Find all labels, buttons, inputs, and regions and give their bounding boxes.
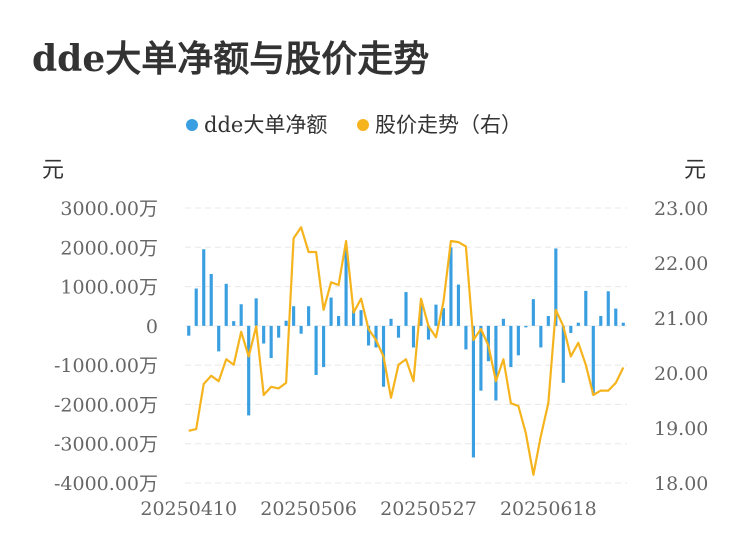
- left-axis-tick-label: -4000.00万: [54, 473, 158, 495]
- bar: [359, 310, 363, 326]
- left-axis-tick-label: -3000.00万: [54, 434, 158, 456]
- bar: [396, 325, 401, 338]
- right-axis-unit: 元: [684, 158, 706, 183]
- bar: [247, 325, 251, 416]
- bar: [337, 316, 341, 326]
- right-axis-tick-label: 22.00: [654, 253, 708, 275]
- bar: [449, 247, 453, 326]
- bar: [426, 325, 431, 340]
- bar: [614, 308, 618, 326]
- bar: [539, 325, 543, 348]
- bar: [322, 325, 326, 368]
- bar: [419, 303, 423, 326]
- bar-series: [187, 247, 625, 458]
- bar: [569, 325, 573, 333]
- bar: [329, 297, 333, 326]
- x-axis-tick-label: 20250410: [140, 498, 237, 520]
- bar: [599, 316, 603, 326]
- left-axis-unit: 元: [42, 158, 64, 183]
- bar: [576, 322, 580, 326]
- legend[interactable]: dde大单净额 股价走势（右）: [186, 113, 522, 137]
- bar: [224, 283, 228, 326]
- price-line: [188, 226, 625, 476]
- bar: [434, 304, 438, 326]
- bar: [314, 325, 318, 375]
- bar: [404, 292, 408, 326]
- bar: [217, 325, 221, 352]
- bar: [366, 325, 371, 346]
- legend-marker-dde: [186, 119, 198, 131]
- x-axis-tick-label: 20250527: [380, 498, 477, 520]
- bar: [554, 248, 558, 326]
- line-series: [188, 226, 625, 476]
- bar: [464, 325, 468, 350]
- bar: [479, 325, 483, 391]
- left-axis-tick-label: 0: [146, 316, 158, 338]
- bar: [591, 325, 595, 395]
- bar: [374, 325, 378, 348]
- bar: [516, 325, 520, 356]
- bar: [411, 325, 416, 348]
- bar: [389, 318, 393, 326]
- bar: [269, 325, 273, 359]
- left-axis-tick-label: -2000.00万: [54, 394, 158, 416]
- bar: [239, 304, 243, 326]
- bar: [471, 325, 475, 458]
- bar: [584, 290, 588, 326]
- x-axis-tick-label: 20250618: [500, 498, 597, 520]
- x-axis-tick-label: 20250506: [260, 498, 357, 520]
- right-axis-tick-label: 20.00: [654, 363, 708, 385]
- bar: [456, 284, 461, 326]
- left-axis-tick-label: 2000.00万: [60, 237, 158, 259]
- left-axis-tick-label: 1000.00万: [60, 277, 158, 299]
- bar: [494, 325, 498, 401]
- legend-label-dde: dde大单净额: [204, 113, 327, 137]
- left-axis-tick-label: -1000.00万: [54, 355, 158, 377]
- legend-marker-price: [357, 119, 369, 131]
- right-axis-tick-label: 21.00: [654, 308, 708, 330]
- bar: [621, 322, 625, 326]
- bar: [307, 306, 311, 326]
- bar: [194, 288, 198, 326]
- bar: [277, 325, 281, 338]
- bar: [561, 325, 565, 383]
- bar: [351, 310, 356, 326]
- axes: 3000.00万 2000.00万 1000.00万 0 -1000.00万 -2000.…: [42, 158, 708, 520]
- right-axis-tick-label: 23.00: [654, 198, 708, 220]
- bar: [262, 325, 266, 344]
- bar: [187, 325, 191, 336]
- bar: [344, 249, 348, 326]
- left-axis-tick-label: 3000.00万: [60, 198, 158, 220]
- bar: [299, 325, 303, 334]
- bar: [232, 321, 236, 326]
- bar: [531, 299, 535, 326]
- bar: [284, 320, 288, 326]
- page-title: dde大单净额与股价走势: [32, 38, 430, 80]
- legend-label-price: 股价走势（右）: [375, 113, 522, 137]
- bar: [202, 249, 206, 326]
- right-axis-tick-label: 19.00: [654, 418, 708, 440]
- bar: [546, 316, 550, 326]
- bar: [501, 318, 505, 326]
- bar: [209, 274, 213, 326]
- bar: [606, 291, 610, 326]
- bar: [524, 325, 528, 328]
- bar: [254, 298, 258, 326]
- bar: [509, 325, 513, 368]
- right-axis-tick-label: 18.00: [654, 473, 708, 495]
- bar: [292, 306, 296, 326]
- bar: [441, 308, 446, 326]
